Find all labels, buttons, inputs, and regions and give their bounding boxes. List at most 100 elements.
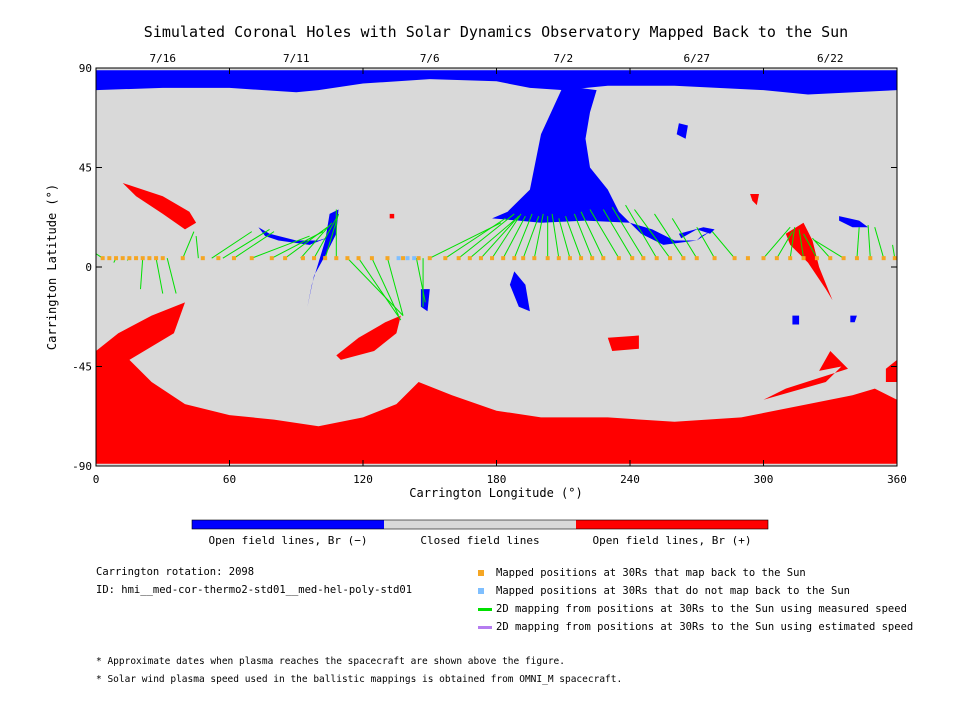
measured-mapping-line-50	[776, 231, 793, 259]
mapped-point-32	[490, 256, 495, 261]
open-positive-region-2	[885, 359, 897, 382]
note-dates: * Approximate dates when plasma reaches …	[96, 656, 565, 667]
mapped-point-3	[120, 256, 125, 261]
mapped-point-6	[140, 256, 145, 261]
y-axis-label: Carrington Latitude (°)	[45, 184, 59, 350]
mapped-point-10	[180, 256, 185, 261]
x-tick-label-4: 240	[620, 473, 640, 486]
x-axis-label: Carrington Longitude (°)	[409, 486, 582, 500]
mapped-point-7	[147, 256, 152, 261]
x-tick-label-5: 300	[754, 473, 774, 486]
date-tick-label-5: 6/22	[817, 52, 844, 65]
colorbar-open-positive	[576, 520, 768, 529]
measured-mapping-line-49	[763, 226, 791, 259]
measured-mapping-line-32	[522, 215, 540, 259]
date-tick-label-3: 7/2	[553, 52, 573, 65]
mapped-point-33	[501, 256, 506, 261]
measured-mapping-line-21	[386, 258, 404, 316]
mapped-square-icon	[478, 570, 484, 576]
measured-mapping-line-9	[222, 228, 270, 259]
date-axis: 7/16 7/11 7/6 7/2 6/27 6/22	[150, 52, 844, 65]
mapped-point-23	[369, 256, 374, 261]
measured-mapping-line-43	[625, 204, 658, 259]
measured-mapping-line-27	[469, 217, 517, 259]
mapped-point-9	[160, 256, 165, 261]
y-tick-label-0: 90	[79, 62, 92, 75]
open-negative-region-1	[492, 85, 711, 245]
open-negative-region-9	[792, 315, 800, 325]
legend-mapped-label: Mapped positions at 30Rs that map back t…	[496, 567, 806, 579]
mapped-point-55	[788, 256, 793, 261]
mapped-point-20	[334, 256, 339, 261]
mapped-point-49	[694, 256, 699, 261]
mapped-point-60	[854, 256, 859, 261]
mapped-point-52	[745, 256, 750, 261]
measured-mapping-line-48	[711, 231, 735, 259]
open-positive-region-8	[389, 213, 395, 219]
mapped-point-51	[732, 256, 737, 261]
mapping-lines	[95, 204, 896, 321]
open-positive-region-0	[96, 302, 897, 464]
legend-measured: 2D mapping from positions at 30Rs to the…	[478, 602, 907, 616]
mapped-point-17	[300, 256, 305, 261]
mapped-point-4	[127, 256, 132, 261]
mapped-point-21	[345, 256, 350, 261]
measured-mapping-line-44	[634, 209, 671, 259]
mapped-point-16	[283, 256, 288, 261]
x-tick-label-1: 60	[223, 473, 236, 486]
mapped-point-48	[681, 256, 686, 261]
colorbar-frame	[191, 519, 769, 530]
mapped-point-62	[881, 256, 886, 261]
y-tick-label-4: -90	[72, 460, 92, 473]
measured-mapping-line-58	[874, 227, 885, 259]
carrington-rotation: Carrington rotation: 2098	[96, 566, 255, 578]
measured-mapping-line-46	[671, 218, 698, 259]
measured-mapping-line-47	[696, 226, 715, 259]
mapped-point-36	[532, 256, 537, 261]
mapped-point-40	[579, 256, 584, 261]
measured-mapping-line-26	[458, 213, 515, 259]
unmapped-point-2	[412, 256, 417, 261]
open-negative-region-3	[307, 209, 339, 307]
colorbar-label-open-negative: Open field lines, Br (−)	[208, 534, 368, 547]
legend-estimated: 2D mapping from positions at 30Rs to the…	[478, 620, 913, 634]
measured-mapping-line-19	[358, 257, 402, 321]
measured-mapping-line-35	[551, 213, 560, 259]
unmapped-point-0	[396, 256, 401, 261]
mapped-point-11	[200, 256, 205, 261]
date-tick-label-0: 7/16	[150, 52, 177, 65]
measured-mapping-line-20	[371, 257, 400, 316]
measured-mapping-line-41	[602, 209, 633, 259]
measured-mapping-line-14	[300, 222, 333, 259]
mapped-point-31	[478, 256, 483, 261]
mapped-point-34	[512, 256, 517, 261]
y-tick-label-3: -45	[72, 361, 92, 374]
measured-mapping-line-59	[892, 244, 896, 259]
measured-mapping-line-31	[513, 213, 533, 259]
mapped-points	[100, 256, 897, 261]
open-positive-region-1	[763, 351, 848, 400]
chart-title: Simulated Coronal Holes with Solar Dynam…	[144, 23, 848, 41]
measured-mapping-line-33	[533, 213, 544, 259]
mapped-point-56	[801, 256, 806, 261]
open-negative-region-4	[509, 271, 530, 312]
mapped-point-5	[134, 256, 139, 261]
measured-mapping-line-52	[798, 229, 805, 259]
measured-mapping-line-57	[867, 224, 871, 259]
measured-mapping-line-22	[415, 258, 426, 303]
unmapped-point-1	[405, 256, 410, 261]
date-tick-label-2: 7/6	[420, 52, 440, 65]
measured-mapping-line-13	[284, 226, 328, 259]
legend-measured-label: 2D mapping from positions at 30Rs to the…	[496, 603, 907, 615]
x-tick-label-6: 360	[887, 473, 907, 486]
mapped-point-63	[892, 256, 897, 261]
measured-mapping-line-4	[155, 258, 164, 294]
measured-mapping-line-3	[140, 258, 144, 290]
axis-ticks: 0 60 120 180 240 300 360 90 45 0 -45 -90	[72, 62, 907, 486]
model-id: ID: hmi__med-cor-thermo2-std01__med-hel-…	[96, 584, 413, 596]
mapped-point-14	[249, 256, 254, 261]
mapped-point-58	[828, 256, 833, 261]
x-tick-label-2: 120	[353, 473, 373, 486]
mapped-point-53	[761, 256, 766, 261]
